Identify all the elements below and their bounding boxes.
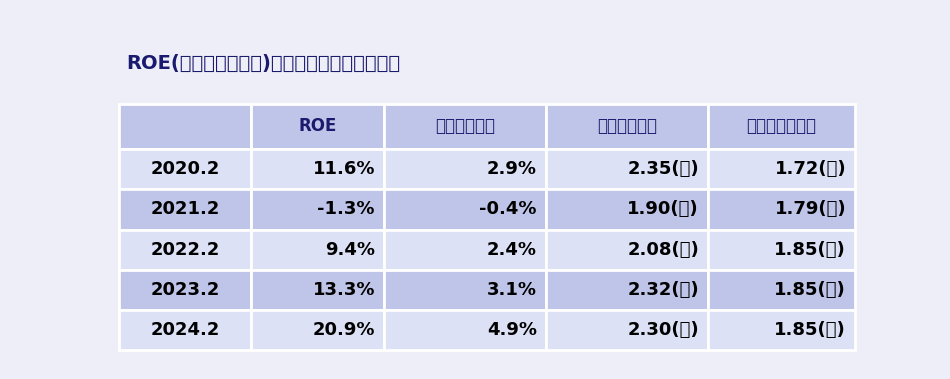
Text: 2.35(回): 2.35(回) [627,160,699,178]
Text: -0.4%: -0.4% [480,200,537,218]
Bar [384,230,545,270]
Bar [384,104,545,149]
Bar [119,149,251,190]
Bar [384,190,545,230]
Bar [251,230,384,270]
Text: 1.85(倍): 1.85(倍) [774,321,846,339]
Text: 13.3%: 13.3% [313,281,375,299]
Bar [708,310,855,351]
Text: 2021.2: 2021.2 [150,200,219,218]
Text: 2.9%: 2.9% [487,160,537,178]
Text: 1.85(倍): 1.85(倍) [774,241,846,259]
Bar [119,190,251,230]
Text: 20.9%: 20.9% [313,321,375,339]
Text: 9.4%: 9.4% [325,241,375,259]
Bar [251,270,384,310]
Text: 1.85(倍): 1.85(倍) [774,281,846,299]
Text: 2023.2: 2023.2 [150,281,219,299]
Bar [251,310,384,351]
Bar [545,149,708,190]
Bar [119,104,251,149]
Text: 2022.2: 2022.2 [150,241,219,259]
Bar [708,230,855,270]
Text: 1.90(回): 1.90(回) [627,200,699,218]
Text: 財務レバレッジ: 財務レバレッジ [747,117,816,135]
Text: 1.79(倍): 1.79(倍) [774,200,846,218]
Bar [251,149,384,190]
Bar [251,190,384,230]
Bar [251,104,384,149]
Text: 1.72(倍): 1.72(倍) [774,160,846,178]
Bar [545,230,708,270]
Bar [384,149,545,190]
Bar [545,104,708,149]
Text: 2020.2: 2020.2 [150,160,219,178]
Bar [384,310,545,351]
Text: 2.30(回): 2.30(回) [627,321,699,339]
Bar [119,230,251,270]
Text: 当期純利益率: 当期純利益率 [435,117,495,135]
Bar [708,149,855,190]
Bar [119,270,251,310]
Text: 4.9%: 4.9% [487,321,537,339]
Text: 2.4%: 2.4% [487,241,537,259]
Text: 2.32(回): 2.32(回) [627,281,699,299]
Text: 2.08(回): 2.08(回) [627,241,699,259]
Text: ROE: ROE [298,117,336,135]
Bar [545,190,708,230]
Bar [708,270,855,310]
Text: 3.1%: 3.1% [487,281,537,299]
Text: -1.3%: -1.3% [317,200,375,218]
Text: ROE(自己資本利益率)の分解と上昇・下降要因: ROE(自己資本利益率)の分解と上昇・下降要因 [126,54,400,73]
Bar [545,270,708,310]
Bar [545,310,708,351]
Bar [708,104,855,149]
Text: 2024.2: 2024.2 [150,321,219,339]
Bar [119,310,251,351]
Bar [384,270,545,310]
Text: 総資本回転率: 総資本回転率 [597,117,656,135]
Bar [708,190,855,230]
Text: 11.6%: 11.6% [313,160,375,178]
